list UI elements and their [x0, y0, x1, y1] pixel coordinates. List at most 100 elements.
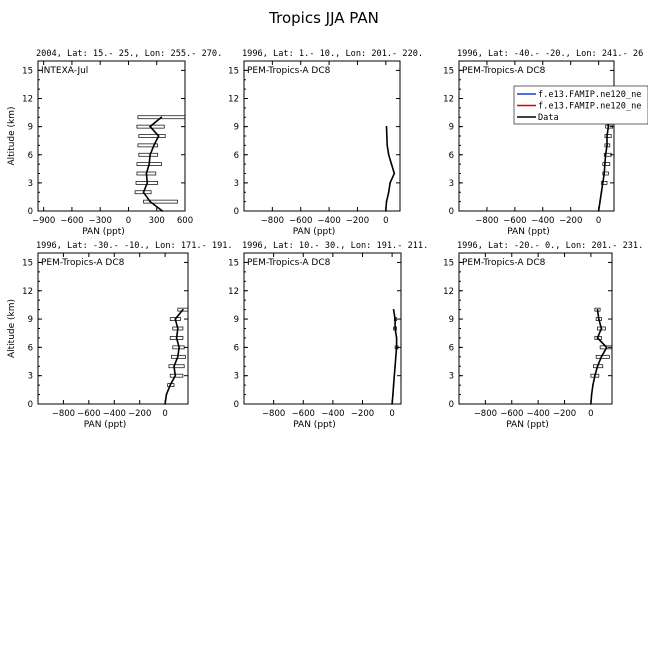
data-point	[596, 308, 599, 311]
error-bar	[604, 134, 612, 138]
data-point	[600, 327, 603, 330]
data-line	[597, 117, 610, 212]
data-point	[590, 393, 593, 396]
y-tick-label: 15	[22, 258, 33, 268]
x-axis-label: PAN (ppt)	[293, 420, 336, 430]
data-point	[142, 191, 145, 194]
y-tick-label: 3	[28, 179, 33, 189]
data-point	[605, 346, 608, 349]
data-line	[142, 116, 163, 212]
page-title: Tropics JJA PAN	[268, 9, 379, 27]
y-tick-label: 12	[228, 287, 239, 297]
data-point	[594, 374, 596, 377]
data-point	[604, 153, 607, 156]
data-point	[173, 365, 175, 368]
data-point	[390, 163, 393, 165]
data-point	[392, 308, 395, 311]
x-axis-label: PAN (ppt)	[506, 420, 549, 430]
y-tick-label: 0	[449, 400, 454, 410]
plot-frame	[458, 60, 615, 212]
campaign-label: INTEXA-Jul	[41, 66, 88, 76]
data-point	[602, 182, 604, 184]
y-tick-label: 3	[449, 372, 454, 382]
y-tick-label: 3	[449, 179, 454, 189]
y-tick-label: 6	[449, 151, 454, 161]
data-point	[598, 318, 600, 320]
data-point	[149, 125, 151, 128]
error-bar	[134, 190, 152, 195]
y-tick-label: 0	[449, 207, 454, 217]
y-tick-label: 12	[443, 95, 454, 105]
x-tick-label: −300	[89, 216, 112, 226]
data-point	[174, 318, 177, 320]
panels: 2004, Lat: 15.- 25., Lon: 255.- 270. INTE…	[7, 49, 643, 430]
plot-frame	[37, 252, 189, 405]
x-tick-label: −200	[128, 409, 151, 419]
x-tick-label: −400	[103, 409, 126, 419]
x-axis-label: PAN (ppt)	[507, 227, 550, 237]
data-line	[385, 126, 396, 212]
data-point	[153, 144, 155, 147]
data-point	[599, 200, 601, 203]
y-tick-label: 12	[22, 287, 33, 297]
error-bar	[177, 307, 189, 312]
y-tick-label: 6	[28, 151, 33, 161]
data-point	[387, 191, 390, 194]
y-tick-label: 6	[28, 343, 33, 353]
data-point	[177, 327, 179, 330]
x-tick-label: −200	[559, 216, 582, 226]
x-axis-label: PAN (ppt)	[82, 227, 125, 237]
panel-3: 1996, Lat: -40.- -20., Lon: 241.- 26 PEM-…	[443, 49, 643, 237]
data-point	[391, 403, 393, 405]
data-point	[160, 116, 163, 119]
x-axis-label: PAN (ppt)	[84, 420, 127, 430]
y-tick-label: 15	[22, 66, 33, 76]
error-bar	[137, 115, 186, 120]
error-bar	[602, 171, 609, 176]
data-point	[600, 191, 603, 194]
data-point	[389, 182, 391, 184]
y-tick-label: 0	[234, 400, 239, 410]
x-axis-label: PAN (ppt)	[293, 227, 336, 237]
data-point	[386, 144, 389, 147]
y-tick-label: 15	[228, 66, 239, 76]
data-point	[148, 163, 150, 165]
data-point	[592, 384, 594, 386]
x-tick-label: −400	[317, 216, 340, 226]
panel-1: 2004, Lat: 15.- 25., Lon: 255.- 270. INTE…	[7, 49, 222, 237]
x-tick-label: −600	[500, 409, 523, 419]
y-tick-label: 3	[234, 372, 239, 382]
error-bar	[605, 124, 613, 129]
error-bar	[602, 162, 611, 166]
data-point	[182, 308, 184, 311]
data-point	[157, 135, 160, 137]
legend-label: Data	[538, 113, 559, 123]
data-point	[146, 182, 149, 184]
campaign-label: PEM-Tropics-A DC8	[247, 66, 331, 76]
x-tick-label: −600	[289, 216, 312, 226]
data-point	[145, 172, 148, 175]
x-tick-label: −600	[292, 409, 315, 419]
data-point	[178, 346, 180, 349]
panel-6: 1996, Lat: -20.- 0., Lon: 201.- 231. PEM-…	[443, 241, 643, 430]
data-point	[387, 153, 390, 156]
y-tick-label: 9	[234, 123, 239, 133]
data-point	[149, 153, 151, 156]
y-tick-label: 0	[234, 207, 239, 217]
y-tick-label: 3	[234, 179, 239, 189]
y-tick-label: 6	[449, 343, 454, 353]
panel-title: 2004, Lat: 15.- 25., Lon: 255.- 270.	[36, 49, 222, 59]
plot-frame	[37, 60, 186, 212]
data-point	[164, 403, 166, 405]
data-point	[590, 403, 592, 405]
data-point	[174, 374, 177, 377]
data-point	[393, 374, 396, 377]
series-data	[164, 307, 189, 405]
x-tick-label: −400	[321, 409, 344, 419]
data-point	[165, 393, 168, 396]
y-axis-label: Altitude (km)	[7, 299, 17, 358]
x-tick-label: −800	[52, 409, 75, 419]
data-point	[394, 365, 396, 368]
legend-label: f.e13.FAMIP.ne120_ne	[538, 102, 641, 112]
